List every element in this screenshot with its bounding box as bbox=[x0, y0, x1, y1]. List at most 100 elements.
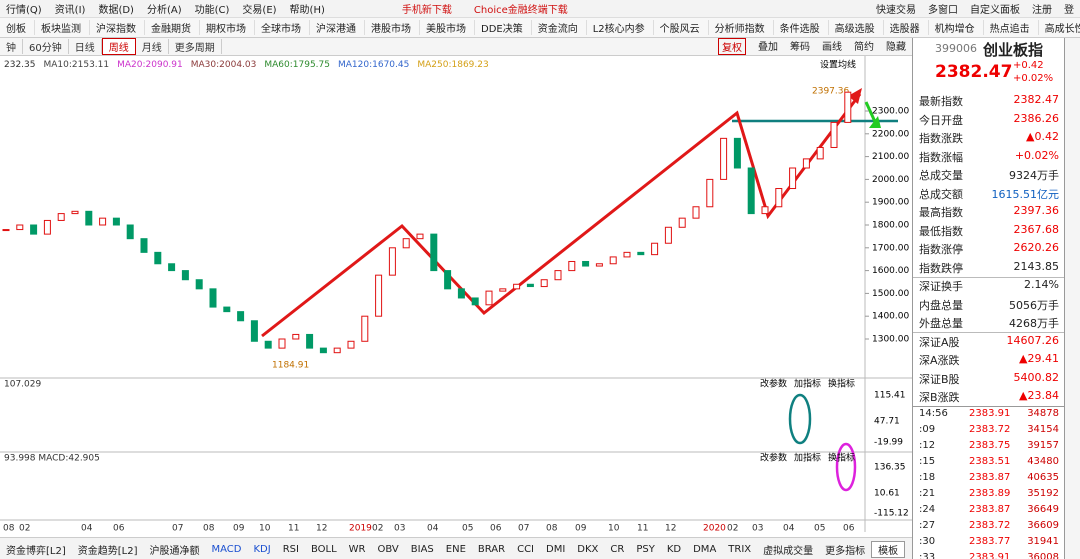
tab[interactable]: 板块监测 bbox=[35, 20, 90, 35]
x-tick-label: 12 bbox=[665, 524, 676, 534]
candle bbox=[168, 263, 176, 272]
indicator-tab[interactable]: DMI bbox=[546, 543, 566, 555]
menu-item[interactable]: 交易(E) bbox=[242, 5, 277, 16]
tab[interactable]: 全球市场 bbox=[255, 20, 310, 35]
y-tick-label: 1400.00 bbox=[872, 312, 909, 322]
tab[interactable]: 高级选股 bbox=[829, 20, 884, 35]
indicator-tab[interactable]: ENE bbox=[445, 543, 466, 555]
candle bbox=[85, 210, 93, 226]
tick-time: :18 bbox=[919, 472, 936, 483]
quote-label: 指数跌停 bbox=[919, 261, 963, 275]
tool-button[interactable]: 隐藏 bbox=[886, 42, 906, 53]
menu-item[interactable]: 资讯(I) bbox=[54, 5, 86, 16]
indicator-tab[interactable]: RSI bbox=[282, 543, 299, 555]
x-tick-label: 04 bbox=[427, 524, 439, 534]
indicator-tab[interactable]: OBV bbox=[377, 543, 399, 555]
indicator-tab[interactable]: DMA bbox=[693, 543, 717, 555]
tab[interactable]: 沪深指数 bbox=[90, 20, 145, 35]
indicator-tab[interactable]: 资金博弈[L2] bbox=[6, 545, 66, 557]
indicator-tab[interactable]: KDJ bbox=[253, 543, 271, 555]
tab[interactable]: 机构增仓 bbox=[929, 20, 984, 35]
x-tick-label: 11 bbox=[288, 524, 299, 534]
tab[interactable]: 个股风云 bbox=[654, 20, 709, 35]
stock-price: 2382.47 bbox=[935, 62, 1013, 82]
tab[interactable]: 美股市场 bbox=[420, 20, 475, 35]
tab[interactable]: 沪深港通 bbox=[310, 20, 365, 35]
indicator-tab[interactable]: DKX bbox=[577, 543, 599, 555]
quote-value: 9324万手 bbox=[1009, 169, 1059, 182]
stock-change: +0.42 bbox=[1013, 60, 1044, 71]
pane-button[interactable]: 换指标 bbox=[828, 378, 855, 390]
period-tab[interactable]: 60分钟 bbox=[23, 39, 69, 54]
menu-right-item[interactable]: 快速交易 bbox=[876, 5, 916, 16]
indicator-tab[interactable]: 虚拟成交量 bbox=[763, 545, 814, 557]
candle bbox=[154, 251, 162, 265]
menu-item[interactable]: 帮助(H) bbox=[289, 5, 325, 16]
menu-right-item[interactable]: 注册 bbox=[1032, 5, 1052, 16]
quote-value: 2397.36 bbox=[1013, 204, 1060, 217]
pane-button[interactable]: 换指标 bbox=[828, 452, 855, 464]
tool-button[interactable]: 简约 bbox=[854, 42, 874, 53]
menu-right-item[interactable]: 多窗口 bbox=[928, 5, 958, 16]
tab[interactable]: L2核心内参 bbox=[587, 20, 654, 35]
quote-label: 最低指数 bbox=[919, 224, 963, 238]
menu-item[interactable]: 行情(Q) bbox=[6, 5, 42, 16]
tab[interactable]: 分析师指数 bbox=[709, 20, 774, 35]
tool-button[interactable]: 筹码 bbox=[790, 42, 810, 53]
period-tab[interactable]: 日线 bbox=[69, 39, 102, 54]
indicator-tab[interactable]: PSY bbox=[636, 543, 655, 555]
indicator-tab[interactable]: CCI bbox=[517, 543, 535, 555]
high-label: 2397.36 bbox=[812, 86, 849, 96]
indicator-tab[interactable]: MACD bbox=[211, 543, 242, 555]
period-tab[interactable]: 更多周期 bbox=[169, 39, 222, 54]
tool-button[interactable]: 叠加 bbox=[758, 42, 778, 53]
x-tick-label: 07 bbox=[518, 524, 529, 534]
tab[interactable]: 金融期货 bbox=[145, 20, 200, 35]
indicator-tab[interactable]: WR bbox=[348, 543, 366, 555]
tool-button[interactable]: 复权 bbox=[718, 38, 746, 55]
menu-item[interactable]: 功能(C) bbox=[194, 5, 230, 16]
pane-button[interactable]: 加指标 bbox=[794, 378, 821, 390]
pane-button[interactable]: 改参数 bbox=[760, 452, 787, 464]
menu-item[interactable]: 分析(A) bbox=[146, 5, 182, 16]
x-tick-label: 2019 bbox=[349, 524, 372, 534]
indicator-tab[interactable]: BIAS bbox=[410, 543, 434, 555]
indicator-tab[interactable]: 资金趋势[L2] bbox=[77, 545, 138, 557]
tab[interactable]: 创板 bbox=[0, 20, 35, 35]
x-tick-label: 08 bbox=[546, 524, 558, 534]
tab[interactable]: 期权市场 bbox=[200, 20, 255, 35]
tab[interactable]: 条件选股 bbox=[774, 20, 829, 35]
tab[interactable]: 热点追击 bbox=[984, 20, 1039, 35]
tab[interactable]: 港股市场 bbox=[365, 20, 420, 35]
tab[interactable]: 高成长性 bbox=[1039, 20, 1080, 35]
tool-button[interactable]: 画线 bbox=[822, 42, 842, 53]
candle bbox=[816, 146, 824, 160]
menu-right-item[interactable]: 自定义面板 bbox=[970, 5, 1020, 16]
candle bbox=[457, 288, 465, 299]
pane-button[interactable]: 改参数 bbox=[760, 378, 787, 390]
tab[interactable]: 选股器 bbox=[884, 20, 929, 35]
x-tick-label: 12 bbox=[316, 524, 327, 534]
download-link[interactable]: 手机新下载 bbox=[401, 5, 452, 16]
tab[interactable]: DDE决策 bbox=[475, 20, 532, 35]
period-tab[interactable]: 月线 bbox=[136, 39, 169, 54]
menu-item[interactable]: 数据(D) bbox=[98, 5, 134, 16]
indicator-tab[interactable]: CR bbox=[610, 543, 625, 555]
period-tab[interactable]: 钟 bbox=[0, 39, 23, 54]
indicator-tab[interactable]: BRAR bbox=[477, 543, 506, 555]
download-link[interactable]: Choice金融终端下载 bbox=[473, 5, 568, 16]
pane-button[interactable]: 加指标 bbox=[794, 452, 821, 464]
indicator-tab[interactable]: 更多指标 bbox=[825, 545, 866, 557]
pane-label: 10.61 bbox=[874, 489, 900, 499]
tab[interactable]: 资金流向 bbox=[532, 20, 587, 35]
x-tick-label: 05 bbox=[462, 524, 473, 534]
indicator-tab[interactable]: 模板 bbox=[871, 540, 906, 558]
period-tab[interactable]: 周线 bbox=[101, 38, 136, 55]
menu-right-item[interactable]: 登 bbox=[1064, 5, 1074, 16]
candle bbox=[250, 320, 258, 342]
indicator-tab[interactable]: BOLL bbox=[310, 543, 337, 555]
indicator-tab[interactable]: 沪股通净额 bbox=[149, 545, 200, 557]
indicator-tab[interactable]: KD bbox=[666, 543, 682, 555]
indicator-tab[interactable]: TRIX bbox=[728, 543, 752, 555]
zigzag-annotation bbox=[261, 93, 862, 338]
